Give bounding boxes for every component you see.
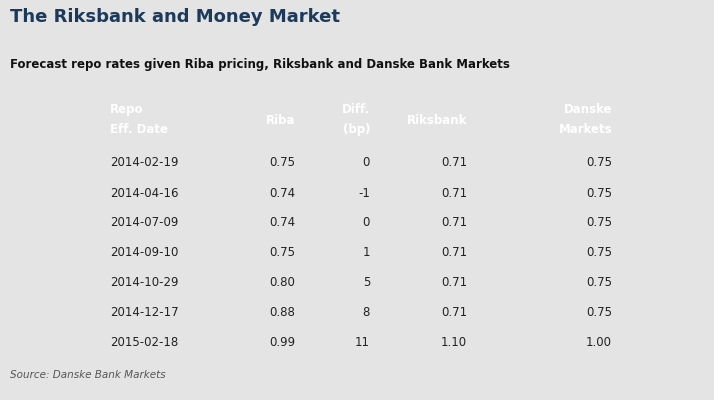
Text: 0.71: 0.71 [441, 306, 467, 320]
Text: Source: Danske Bank Markets: Source: Danske Bank Markets [10, 370, 166, 380]
Text: 1: 1 [363, 246, 370, 260]
Text: 0.71: 0.71 [441, 276, 467, 290]
Text: (bp): (bp) [343, 123, 370, 136]
Text: 0.99: 0.99 [269, 336, 295, 350]
Text: 1.00: 1.00 [586, 336, 612, 350]
Text: Danske: Danske [563, 103, 612, 116]
Text: 5: 5 [363, 276, 370, 290]
Text: 0.75: 0.75 [586, 156, 612, 170]
Text: 2014-12-17: 2014-12-17 [110, 306, 178, 320]
Text: 0.75: 0.75 [586, 276, 612, 290]
Text: 8: 8 [363, 306, 370, 320]
Text: 0.80: 0.80 [269, 276, 295, 290]
Text: Markets: Markets [558, 123, 612, 136]
Text: 1.10: 1.10 [441, 336, 467, 350]
Text: 2014-10-29: 2014-10-29 [110, 276, 178, 290]
Text: Repo: Repo [110, 103, 144, 116]
Text: 0.71: 0.71 [441, 186, 467, 200]
Text: 0.75: 0.75 [269, 156, 295, 170]
Text: The Riksbank and Money Market: The Riksbank and Money Market [10, 8, 340, 26]
Text: 0.75: 0.75 [586, 306, 612, 320]
Text: -1: -1 [358, 186, 370, 200]
Text: 2014-02-19: 2014-02-19 [110, 156, 178, 170]
Text: 11: 11 [355, 336, 370, 350]
Text: 0.74: 0.74 [269, 186, 295, 200]
Text: Eff. Date: Eff. Date [110, 123, 168, 136]
Text: 0.74: 0.74 [269, 216, 295, 230]
Text: 0: 0 [363, 216, 370, 230]
Text: Forecast repo rates given Riba pricing, Riksbank and Danske Bank Markets: Forecast repo rates given Riba pricing, … [10, 58, 510, 71]
Text: 0: 0 [363, 156, 370, 170]
Text: 0.71: 0.71 [441, 156, 467, 170]
Text: 0.75: 0.75 [269, 246, 295, 260]
Text: 0.71: 0.71 [441, 216, 467, 230]
Text: 0.71: 0.71 [441, 246, 467, 260]
Text: Diff.: Diff. [342, 103, 370, 116]
Text: Riksbank: Riksbank [407, 114, 467, 126]
Text: Riba: Riba [266, 114, 295, 126]
Text: 2014-07-09: 2014-07-09 [110, 216, 178, 230]
Text: 0.75: 0.75 [586, 246, 612, 260]
Text: 2014-09-10: 2014-09-10 [110, 246, 178, 260]
Text: 0.75: 0.75 [586, 186, 612, 200]
Text: 0.88: 0.88 [269, 306, 295, 320]
Text: 2014-04-16: 2014-04-16 [110, 186, 178, 200]
Text: 0.75: 0.75 [586, 216, 612, 230]
Text: 2015-02-18: 2015-02-18 [110, 336, 178, 350]
